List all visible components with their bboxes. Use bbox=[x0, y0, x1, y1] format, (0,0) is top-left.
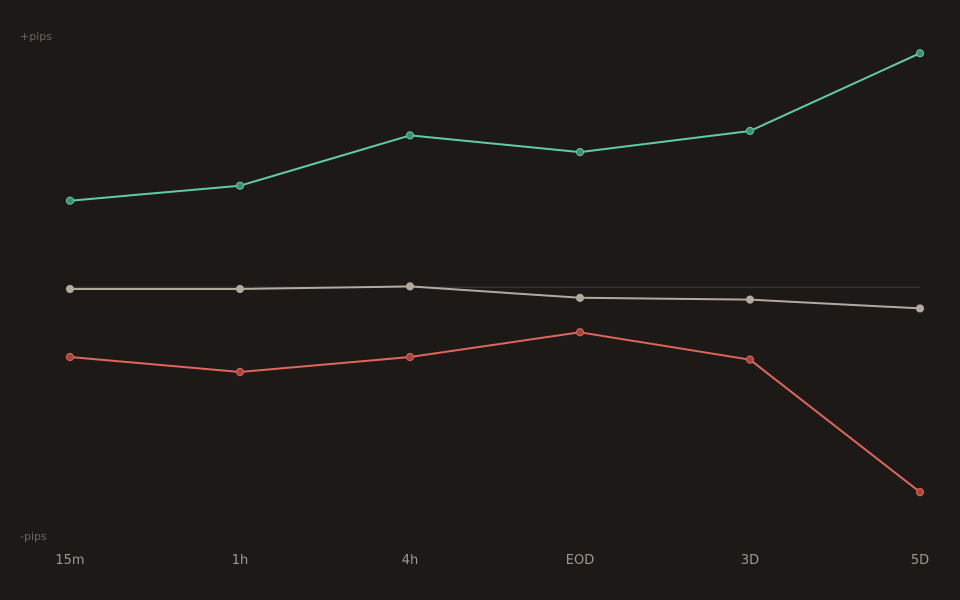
y-axis-top-label: +pips bbox=[20, 30, 52, 43]
series-2-point-3D[interactable] bbox=[745, 295, 755, 304]
series-1-point-4h[interactable] bbox=[405, 131, 415, 140]
x-tick-label-5D: 5D bbox=[911, 553, 929, 568]
series-2-point-EOD[interactable] bbox=[575, 293, 585, 302]
x-tick-label-3D: 3D bbox=[741, 553, 759, 568]
series-3-point-4h[interactable] bbox=[405, 352, 415, 362]
series-1-point-EOD[interactable] bbox=[575, 148, 585, 157]
series-1-point-1h[interactable] bbox=[235, 181, 245, 190]
series-1-line bbox=[69, 52, 921, 202]
x-tick-label-1h: 1h bbox=[232, 553, 249, 568]
series-2-point-15m[interactable] bbox=[65, 284, 75, 294]
series-3-point-1h[interactable] bbox=[235, 367, 245, 377]
series-1-point-15m[interactable] bbox=[65, 196, 75, 205]
x-tick-label-EOD: EOD bbox=[566, 553, 594, 568]
series-1-point-3D[interactable] bbox=[745, 126, 755, 136]
series-3-point-3D[interactable] bbox=[745, 355, 755, 364]
series-3-point-15m[interactable] bbox=[65, 352, 75, 362]
x-tick-label-4h: 4h bbox=[402, 553, 419, 568]
x-tick-label-15m: 15m bbox=[55, 553, 84, 568]
series-2-point-5D[interactable] bbox=[915, 304, 925, 313]
y-axis-bottom-label: -pips bbox=[20, 530, 47, 543]
series-3-line bbox=[69, 331, 921, 494]
series-3-point-5D[interactable] bbox=[915, 488, 925, 497]
series-2-point-4h[interactable] bbox=[405, 282, 415, 291]
series-2-point-1h[interactable] bbox=[235, 284, 245, 294]
series-1-point-5D[interactable] bbox=[915, 49, 925, 58]
series-3-point-EOD[interactable] bbox=[575, 328, 585, 337]
series-2-line bbox=[69, 285, 921, 310]
